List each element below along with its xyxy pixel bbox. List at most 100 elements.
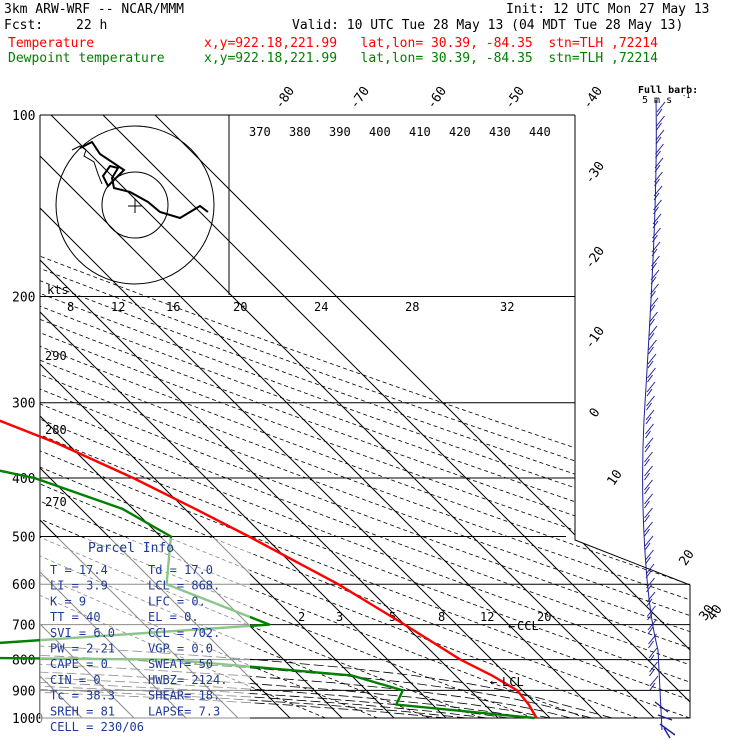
isotherm-label: 10 (604, 467, 625, 488)
model-title: 3km ARW-WRF -- NCAR/MMM (4, 2, 184, 17)
theta-label: 410 (409, 125, 431, 139)
dry-adiabat (40, 115, 586, 718)
isotherm-label: 30 (696, 602, 717, 623)
ccl-label: CCL (517, 619, 539, 633)
wind-barb-flag (649, 297, 659, 309)
wind-barb-flag (649, 661, 658, 673)
wind-barb-flag (648, 339, 657, 351)
dewpoint-legend: Dewpoint temperature (8, 51, 165, 66)
wind-barb-flag (646, 381, 656, 393)
dry-adiabat (40, 115, 690, 718)
mixing-ratio-label: 28 (405, 300, 419, 314)
wind-barb-flag (644, 472, 650, 481)
wind-barb-flag (651, 255, 660, 267)
parcel-value-left: CELL = 230/06 (50, 720, 144, 734)
wind-barb-flag (644, 507, 653, 519)
mixing-ratio-label: 20 (537, 610, 551, 624)
isotherm-label: -60 (424, 84, 450, 112)
parcel-value-left: CIN = 0 (50, 673, 101, 687)
isotherm-label: 20 (676, 547, 697, 568)
pressure-label: 500 (12, 530, 35, 545)
wind-barb-flag (644, 486, 650, 495)
wind-barb-flag (645, 416, 652, 425)
barb-legend-sup: -1 (682, 92, 690, 100)
theta-label: 390 (329, 125, 351, 139)
parcel-value-left: PW = 2.21 (50, 642, 115, 656)
wind-barb-flag (653, 185, 663, 197)
parcel-value-right: SWEAT= 50 (148, 657, 213, 671)
wind-barb-flag (644, 465, 653, 477)
wind-barb-flag (645, 570, 652, 579)
valid-time: Valid: 10 UTC Tue 28 May 13 (04 MDT Tue … (292, 18, 683, 33)
wind-barb-flag (655, 129, 665, 141)
wind-barb-flag (653, 206, 659, 215)
wind-barb-flag (654, 164, 661, 173)
mixing-ratio-label: 8 (67, 300, 74, 314)
isotherm-line (40, 115, 395, 718)
wind-barb-flag (652, 220, 659, 229)
wind-barb-flag (644, 479, 653, 491)
moist-adiabat (40, 296, 571, 718)
mixing-ratio-label: 3 (336, 610, 343, 624)
wind-barb-flag (653, 192, 660, 201)
wind-barb-flag (651, 241, 661, 253)
pressure-label: 100 (12, 109, 35, 124)
chart-series: ← LCL← CCL (0, 419, 539, 720)
parcel-value-right: Td = 17.0 (148, 563, 213, 577)
wind-barb-flag (655, 143, 664, 155)
parcel-value-right: SHEAR= 18. (148, 689, 220, 703)
dry-adiabat (40, 115, 378, 718)
hodograph-units-label: kts (47, 283, 69, 297)
wind-barb-flag (645, 409, 655, 421)
dewpoint-location: x,y=922.18,221.99 lat,lon= 30.39, -84.35… (204, 51, 658, 66)
wind-barb-flag (646, 402, 652, 411)
wind-barb-flag (648, 332, 655, 341)
dry-adiabat (40, 115, 690, 718)
wind-barb-flag (647, 612, 653, 621)
barb-legend-value: 5 m s (642, 95, 672, 106)
parcel-value-left: TT = 40 (50, 610, 101, 624)
dry-adiabat (40, 115, 690, 718)
theta-label: 370 (249, 125, 271, 139)
isotherm-line (40, 115, 499, 718)
isotherm-line (154, 115, 690, 718)
parcel-value-right: LFC = 0. (148, 594, 206, 608)
mixing-ratio-label: 32 (500, 300, 514, 314)
parcel-value-left: SREH = 81 (50, 704, 115, 718)
wind-barb-flag (646, 577, 655, 589)
wind-barb-flag (656, 108, 663, 117)
wind-barb-flag (651, 262, 657, 271)
isotherm-label: 0 (587, 405, 604, 420)
parcel-title: Parcel Info (88, 541, 174, 556)
wind-barb-flag (649, 682, 656, 691)
wind-barb-flag (648, 633, 657, 645)
parcel-info-box: Parcel Info T = 17.4 Td = 17.0 LI = 3.9 LCL … (40, 538, 250, 734)
fcst-label: Fcst: (4, 18, 43, 33)
wind-barb-flag (644, 500, 650, 509)
wind-barb-flag (655, 136, 662, 145)
dry-adiabat (40, 115, 690, 718)
parcel-value-left: K = 9 (50, 594, 86, 608)
wind-barb-flag (650, 290, 656, 299)
mixing-ratio-label: 20 (233, 300, 247, 314)
surface-barbs (654, 701, 676, 739)
wind-barb-flag (647, 367, 656, 379)
parcel-value-left: SVI = 6.0 (50, 626, 115, 640)
wind-barb-flag (649, 668, 655, 677)
isotherm-line (40, 115, 603, 718)
header-block: 3km ARW-WRF -- NCAR/MMM Init: 12 UTC Mon… (0, 0, 740, 70)
wind-barb-flag (656, 122, 662, 131)
lcl-label: LCL (502, 675, 524, 689)
dewpoint-profile-line (0, 469, 535, 720)
wind-barb-flag (646, 598, 653, 607)
wind-barb-flag (650, 269, 660, 281)
hodograph-ring-inner (101, 171, 169, 239)
hodograph (55, 115, 230, 295)
wind-barb-flag (645, 563, 655, 575)
wind-barb-flag (649, 675, 659, 687)
wind-barb-flag (644, 521, 653, 533)
isotherm-label: -30 (582, 159, 608, 187)
wind-barb-flag (648, 654, 655, 663)
wind-barb-flag (654, 157, 664, 169)
